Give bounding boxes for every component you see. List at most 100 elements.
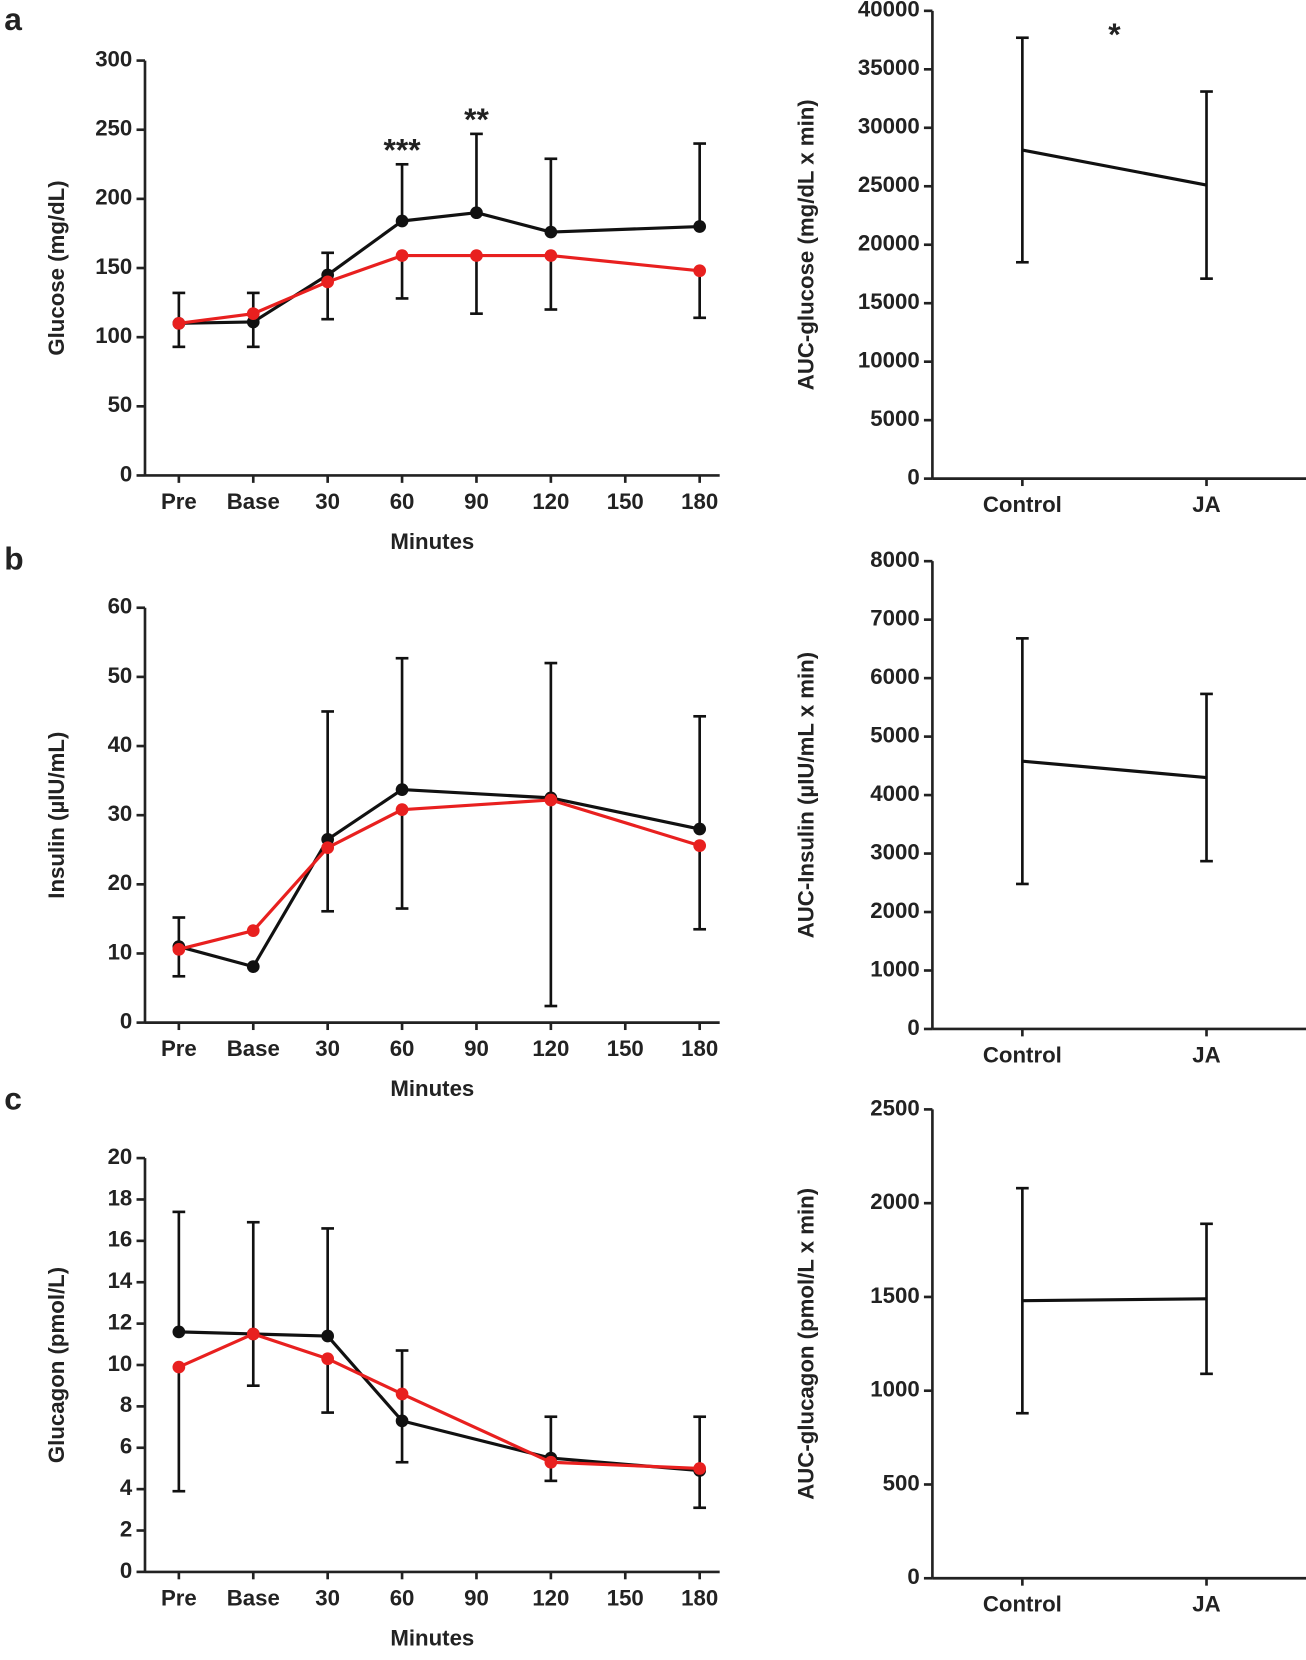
line-segment xyxy=(252,1332,329,1361)
x-tick-label: Pre xyxy=(161,1585,197,1610)
x-tick-label: Control xyxy=(983,1042,1062,1067)
marker xyxy=(544,793,558,807)
x-tick-label: 60 xyxy=(390,1036,415,1061)
y-tick-label: 12 xyxy=(108,1309,133,1334)
x-tick-label: 90 xyxy=(464,1585,489,1610)
marker xyxy=(321,1352,335,1366)
marker xyxy=(172,1325,186,1339)
y-axis-label: AUC-glucose (mg/dL x min) xyxy=(793,99,818,390)
y-tick-label: 2000 xyxy=(870,898,919,923)
y-tick-label: 0 xyxy=(907,1015,919,1040)
y-tick-label: 1500 xyxy=(870,1283,919,1308)
line-segment xyxy=(252,280,329,316)
y-tick-label: 50 xyxy=(108,392,133,417)
y-tick-label: 8000 xyxy=(870,547,919,572)
marker xyxy=(693,822,707,836)
marker xyxy=(693,839,707,852)
x-tick-label: 120 xyxy=(532,1585,569,1610)
y-tick-label: 5000 xyxy=(870,406,919,431)
line-segment xyxy=(178,1330,254,1336)
line-segment xyxy=(253,1332,328,1338)
x-tick-label: 30 xyxy=(315,489,340,514)
y-tick-label: 2 xyxy=(120,1516,132,1541)
marker xyxy=(321,275,335,289)
series xyxy=(172,656,707,973)
marker xyxy=(246,960,260,973)
series xyxy=(1016,1186,1213,1415)
y-tick-label: 10 xyxy=(108,939,133,964)
line-segment xyxy=(401,1392,552,1464)
x-tick-label: 180 xyxy=(681,489,718,514)
y-tick-label: 20 xyxy=(108,1144,133,1169)
x-axis-label: Minutes xyxy=(390,1076,474,1101)
series xyxy=(1016,36,1213,280)
panel-label: c xyxy=(4,1080,22,1116)
y-tick-label: 15000 xyxy=(858,289,920,314)
y-axis-label: AUC-Insulin (µIU/mL x min) xyxy=(793,652,818,938)
x-tick-label: Base xyxy=(227,489,280,514)
y-axis-label: Glucose (mg/dL) xyxy=(44,180,69,355)
line-segment xyxy=(550,798,701,848)
marker xyxy=(693,264,707,278)
line-segment xyxy=(550,796,700,831)
y-tick-label: 3000 xyxy=(870,839,919,864)
y-tick-label: 0 xyxy=(907,1564,919,1589)
series xyxy=(172,132,707,330)
y-tick-label: 6 xyxy=(120,1434,132,1459)
y-tick-label: 0 xyxy=(120,1008,132,1033)
x-tick-label: Pre xyxy=(161,1036,197,1061)
line-segment xyxy=(550,1460,700,1471)
marker xyxy=(321,1329,335,1343)
marker xyxy=(693,220,707,233)
y-tick-label: 30000 xyxy=(858,114,920,139)
y-tick-label: 50 xyxy=(108,663,133,688)
y-tick-label: 500 xyxy=(883,1470,920,1495)
line-segment xyxy=(326,219,403,277)
line-segment xyxy=(1022,759,1207,780)
line-segment xyxy=(1022,1297,1207,1303)
line-segment xyxy=(178,929,254,951)
marker xyxy=(544,1455,558,1469)
annotation: ** xyxy=(464,101,489,137)
line-segment xyxy=(326,1334,404,1422)
y-tick-label: 300 xyxy=(95,46,132,71)
y-tick-label: 4 xyxy=(120,1475,133,1500)
line-segment xyxy=(178,945,254,969)
line-segment xyxy=(476,211,552,234)
x-tick-label: 150 xyxy=(607,489,644,514)
y-tick-label: 7000 xyxy=(870,606,919,631)
x-axis-label: Minutes xyxy=(390,529,474,554)
panel-label: b xyxy=(4,541,23,577)
y-tick-label: 30 xyxy=(108,801,133,826)
line-segment xyxy=(252,846,329,932)
marker xyxy=(172,942,186,956)
y-axis-label: AUC-glucagon (pmol/L x min) xyxy=(793,1188,818,1500)
annotation: * xyxy=(1108,16,1121,52)
y-tick-label: 4000 xyxy=(870,781,919,806)
y-tick-label: 0 xyxy=(907,465,919,490)
y-tick-label: 0 xyxy=(120,1558,132,1583)
x-tick-label: JA xyxy=(1192,1042,1220,1067)
line-segment xyxy=(401,788,551,800)
marker xyxy=(246,924,260,938)
y-tick-label: 40 xyxy=(108,732,133,757)
x-axis-label: Minutes xyxy=(390,1626,474,1651)
x-tick-label: 90 xyxy=(464,489,489,514)
marker xyxy=(246,1327,260,1341)
y-tick-label: 200 xyxy=(95,185,132,210)
y-axis-label: Insulin (µIU/mL) xyxy=(44,732,69,899)
y-tick-label: 14 xyxy=(108,1268,133,1293)
x-tick-label: Control xyxy=(983,492,1062,517)
line-segment xyxy=(326,1357,403,1396)
y-tick-label: 16 xyxy=(108,1227,133,1252)
series xyxy=(1016,637,1213,886)
x-tick-label: Pre xyxy=(161,489,197,514)
line-segment xyxy=(327,254,403,284)
y-axis-label: Glucagon (pmol/L) xyxy=(44,1267,69,1463)
marker xyxy=(544,249,558,262)
y-tick-label: 60 xyxy=(108,594,133,619)
line-segment xyxy=(550,253,700,273)
x-tick-label: JA xyxy=(1192,1592,1220,1617)
y-tick-label: 20000 xyxy=(858,231,920,256)
